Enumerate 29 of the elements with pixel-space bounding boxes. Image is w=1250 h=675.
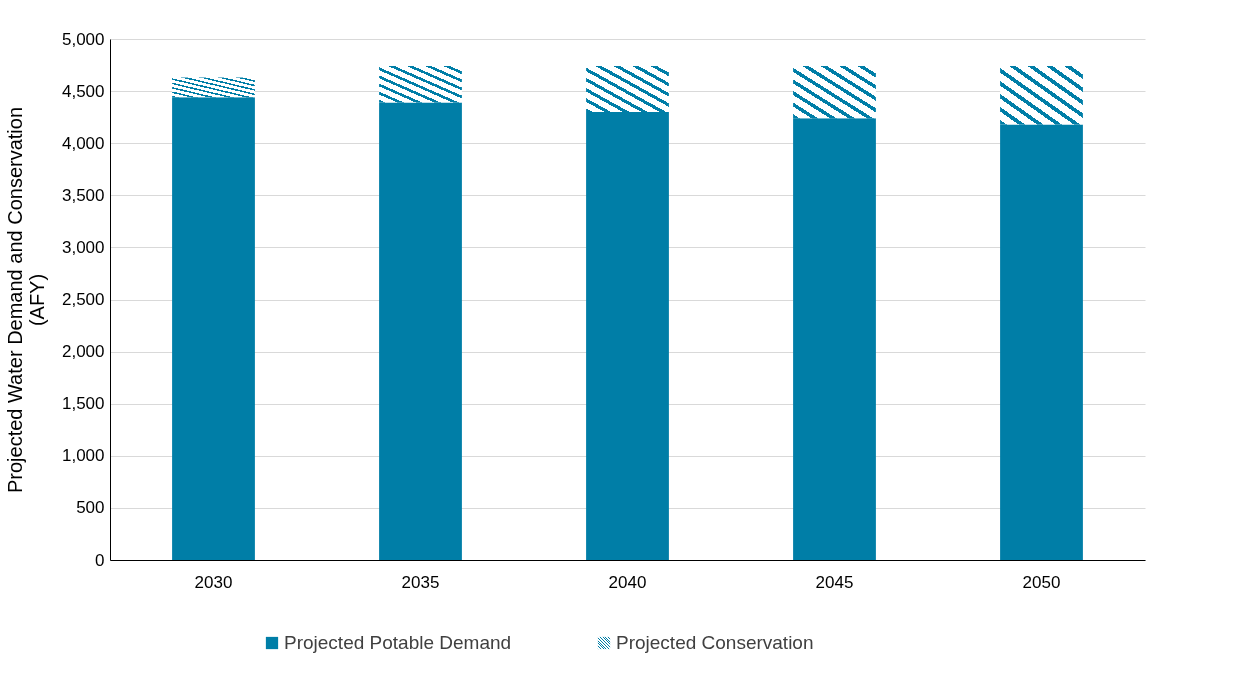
bar	[1000, 124, 1083, 560]
y-tick-label: 3,500	[61, 185, 105, 205]
y-tick-label: 1,000	[61, 446, 105, 466]
bar	[172, 97, 255, 560]
y-axis-title: Projected Water Demand and Conservation (AFY)	[3, 106, 48, 494]
y-tick-label: 2,000	[61, 342, 105, 362]
y-tick-label: 3,000	[61, 237, 105, 257]
y-tick-label: 2,500	[61, 290, 105, 309]
y-tick-label: 4,500	[61, 81, 105, 101]
bar	[379, 102, 462, 560]
x-tick-label: 2030	[194, 572, 233, 592]
legend-label: Projected Potable Demand	[284, 632, 512, 653]
bar	[379, 66, 462, 103]
bar	[586, 66, 669, 112]
x-tick-label: 2045	[815, 572, 854, 592]
y-tick-label: 500	[76, 498, 105, 518]
legend-label: Projected Conservation	[616, 632, 814, 653]
bar	[793, 66, 876, 119]
x-tick-label: 2040	[608, 572, 647, 592]
y-tick-label: 5,000	[61, 29, 105, 49]
bar	[793, 118, 876, 560]
x-tick-label: 2035	[401, 572, 440, 592]
y-tick-label: 4,000	[61, 133, 105, 153]
bar	[1000, 66, 1083, 125]
y-tick-label: 1,500	[61, 394, 105, 414]
x-tick-label: 2050	[1022, 572, 1061, 592]
bar	[586, 111, 669, 560]
bar	[172, 77, 255, 98]
y-tick-label: 0	[95, 550, 105, 570]
